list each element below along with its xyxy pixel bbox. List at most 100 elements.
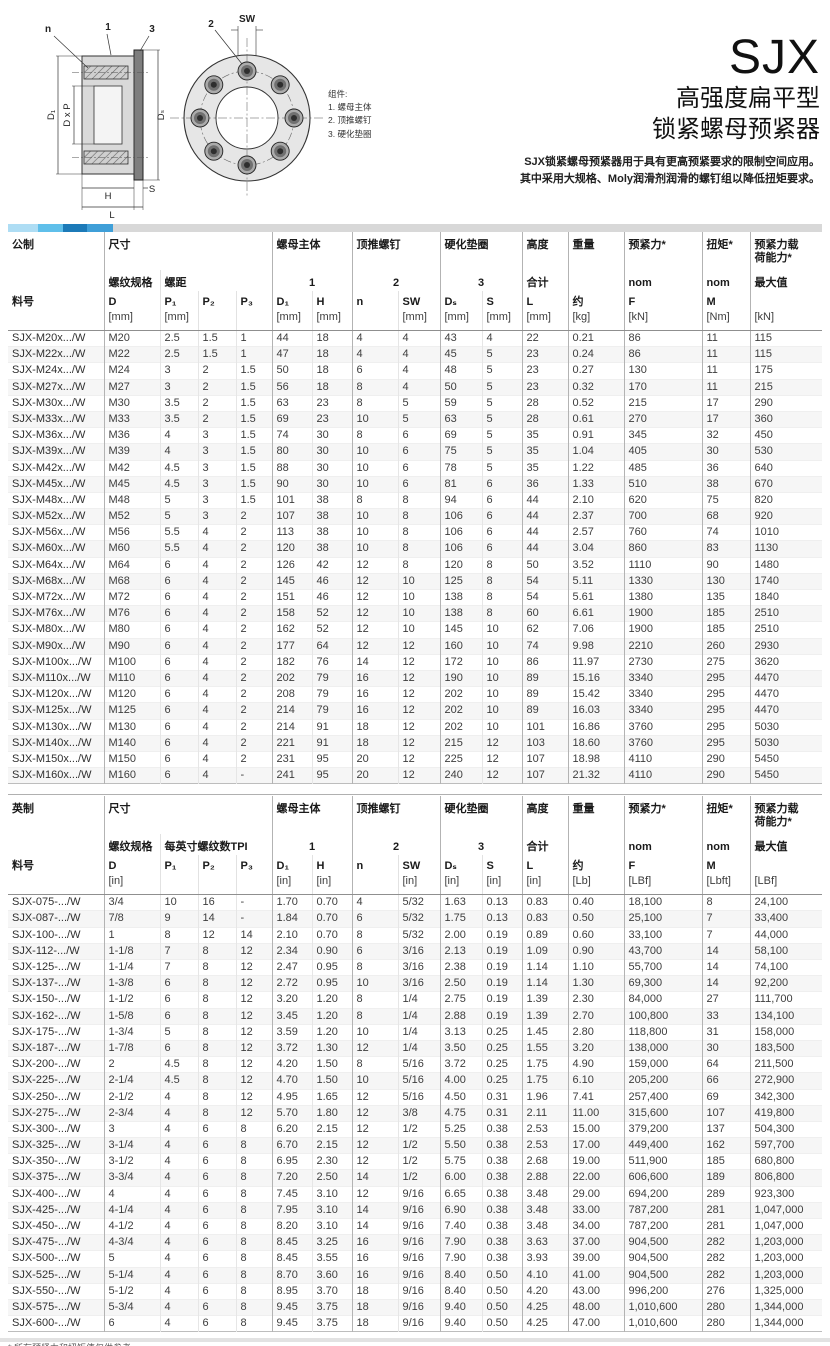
value-cell: 9.45: [271, 1299, 312, 1316]
value-cell: 2.37: [567, 508, 624, 525]
value-cell: 160: [439, 638, 482, 655]
value-cell: 10: [351, 476, 398, 493]
label-3: 3: [149, 24, 155, 35]
table-row: SJX-550-.../W 5-1/2 4 6 8 8.95 3.70 18 9/16 8.40 0…: [8, 1283, 822, 1300]
part-number-cell: SJX-M56x.../W: [12, 526, 86, 539]
value-cell: 17: [701, 411, 750, 428]
value-cell: 8: [197, 959, 236, 976]
stripe-segment: [113, 224, 822, 232]
value-cell: 0.13: [481, 894, 522, 911]
value-cell: 530: [749, 443, 822, 460]
value-cell: 6: [159, 638, 198, 655]
stripe-segment: [87, 224, 113, 232]
value-cell: 1.09: [521, 943, 568, 960]
value-cell: 2.13: [439, 943, 482, 960]
value-cell: 5/16: [397, 1056, 440, 1073]
value-cell: 162: [271, 621, 312, 639]
value-cell: 12: [351, 1040, 398, 1057]
value-cell: 10: [481, 702, 522, 719]
value-cell: 12: [351, 1121, 398, 1138]
value-cell: 86: [623, 330, 702, 347]
part-number-cell: SJX-M160x.../W: [12, 769, 92, 782]
value-cell: 6: [197, 1137, 236, 1154]
value-cell: 11.00: [567, 1105, 624, 1122]
value-cell: 12: [397, 735, 440, 752]
column-header: [mm]: [481, 310, 522, 331]
value-cell: 9/16: [397, 1234, 440, 1251]
value-cell: 43: [439, 330, 482, 347]
value-cell: 8: [397, 540, 440, 558]
part-number-cell: SJX-M72x.../W: [12, 591, 86, 603]
column-header: 螺母主体: [271, 796, 352, 835]
value-cell: 606,600: [623, 1169, 702, 1187]
value-cell: 0.50: [481, 1299, 522, 1316]
value-cell: 1: [235, 346, 272, 363]
column-header: [235, 874, 272, 896]
value-cell: 5/32: [397, 910, 440, 928]
value-cell: M72: [103, 589, 160, 606]
header-section: n 1 3 D₁ D x P Dₛ: [0, 0, 830, 224]
part-number-cell: SJX-M39x.../W: [12, 445, 86, 458]
value-cell: 8: [235, 1250, 272, 1268]
value-cell: 1.5: [235, 476, 272, 493]
part-number-cell: SJX-M80x.../W: [12, 623, 86, 636]
column-header: 螺距: [159, 270, 272, 291]
value-cell: 135: [701, 589, 750, 606]
column-header: [kN]: [623, 310, 702, 331]
value-cell: 12: [351, 621, 398, 639]
value-cell: 68: [701, 508, 750, 525]
table-row: SJX-375-.../W 3-3/4 4 6 8 7.20 2.50 14 1/2 6.00 0.…: [8, 1169, 822, 1187]
column-header: D₁: [271, 855, 312, 875]
value-cell: 3.48: [521, 1202, 568, 1219]
value-cell: 3-1/2: [103, 1153, 160, 1170]
value-cell: 5.61: [567, 589, 624, 606]
bottom-rule: [0, 1338, 830, 1342]
value-cell: 4: [159, 1137, 198, 1154]
value-cell: 31: [701, 1024, 750, 1041]
value-cell: 17.00: [567, 1137, 624, 1154]
value-cell: 4.25: [521, 1299, 568, 1316]
value-cell: 52: [311, 605, 352, 622]
table-row: SJX-M64x.../W M64 6 4 2 126 42 12 8 120 8 50 3.52 111…: [8, 557, 822, 574]
value-cell: 159,000: [623, 1056, 702, 1073]
value-cell: 0.38: [481, 1137, 522, 1154]
value-cell: 48: [439, 362, 482, 380]
value-cell: 0.70: [311, 910, 352, 928]
value-cell: 44,000: [749, 927, 822, 944]
value-cell: 290: [701, 751, 750, 768]
value-cell: 8.45: [271, 1234, 312, 1251]
table-row: SJX-300-.../W 3 4 6 8 6.20 2.15 12 1/2 5.25 0.38 2.…: [8, 1121, 822, 1138]
value-cell: 1740: [749, 573, 822, 590]
value-cell: 6: [351, 362, 398, 380]
table-row: SJX-M24x.../W M24 3 2 1.5 50 18 6 4 48 5 23 0.27 130 1…: [8, 362, 822, 380]
value-cell: 50: [271, 362, 312, 380]
column-header: 最大值: [749, 270, 822, 291]
value-cell: 280: [701, 1299, 750, 1316]
value-cell: 920: [749, 508, 822, 525]
value-cell: 47: [271, 346, 312, 363]
value-cell: 760: [623, 524, 702, 541]
value-cell: 5: [481, 443, 522, 460]
value-cell: 3.70: [311, 1283, 352, 1300]
value-cell: 6: [159, 991, 198, 1009]
part-number-cell: SJX-525-.../W: [12, 1268, 81, 1281]
part-number-cell: SJX-M125x.../W: [12, 704, 92, 717]
table-row: SJX-087-.../W 7/8 9 14-1.84 0.70 6 5/32 1.75 0.1…: [8, 910, 822, 928]
value-cell: 1.30: [311, 1040, 352, 1057]
value-cell: 107: [271, 508, 312, 525]
part-number-cell: SJX-M150x.../W: [12, 752, 92, 765]
value-cell: 4: [197, 751, 236, 768]
value-cell: 3.20: [567, 1040, 624, 1057]
value-cell: 1900: [623, 605, 702, 622]
value-cell: 4: [159, 1299, 198, 1316]
value-cell: 511,900: [623, 1153, 702, 1170]
value-cell: 8: [351, 492, 398, 509]
value-cell: 4: [397, 362, 440, 380]
value-cell: 6: [481, 508, 522, 525]
value-cell: 43.00: [567, 1283, 624, 1300]
value-cell: 1,325,000: [749, 1283, 822, 1300]
value-cell: 10: [481, 621, 522, 639]
column-header: [LBf]: [623, 874, 702, 896]
value-cell: 138,000: [623, 1040, 702, 1057]
value-cell: 9: [159, 910, 198, 928]
